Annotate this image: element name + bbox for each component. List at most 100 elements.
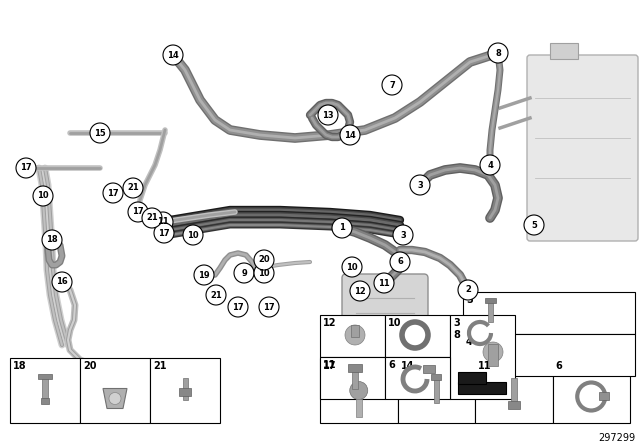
Text: 14: 14	[401, 361, 414, 371]
Text: 10: 10	[258, 268, 270, 277]
Bar	[431, 375, 441, 380]
Text: 10: 10	[187, 231, 199, 240]
Text: 20: 20	[83, 361, 97, 371]
Text: 17: 17	[107, 189, 119, 198]
Circle shape	[206, 285, 226, 305]
Text: 13: 13	[322, 111, 334, 120]
Text: 11: 11	[157, 217, 169, 227]
Circle shape	[33, 186, 53, 206]
FancyBboxPatch shape	[527, 55, 638, 241]
Bar	[351, 325, 359, 337]
Text: 10: 10	[388, 318, 401, 328]
Circle shape	[254, 263, 274, 283]
Bar	[508, 401, 520, 409]
Circle shape	[480, 155, 500, 175]
Bar	[385, 357, 450, 399]
Circle shape	[52, 272, 72, 292]
Bar	[179, 388, 191, 396]
Circle shape	[142, 208, 162, 228]
Text: 10: 10	[346, 263, 358, 271]
Text: 17: 17	[232, 302, 244, 311]
Text: 11: 11	[323, 360, 337, 370]
Bar	[41, 399, 49, 405]
Text: 3: 3	[400, 231, 406, 240]
Text: 15: 15	[94, 129, 106, 138]
Bar	[488, 344, 498, 366]
Circle shape	[382, 75, 402, 95]
Bar	[599, 392, 609, 401]
Text: 3
8: 3 8	[453, 318, 460, 340]
Bar	[550, 43, 578, 59]
Text: 18: 18	[13, 361, 27, 371]
Circle shape	[410, 175, 430, 195]
Circle shape	[259, 297, 279, 317]
Bar	[320, 315, 385, 357]
Circle shape	[340, 125, 360, 145]
Bar	[352, 369, 358, 389]
Circle shape	[42, 230, 62, 250]
Circle shape	[254, 250, 274, 270]
Circle shape	[524, 215, 544, 235]
Bar	[356, 400, 362, 418]
Bar	[511, 379, 516, 402]
Text: 11: 11	[378, 279, 390, 288]
Bar	[552, 358, 630, 423]
Text: 12: 12	[354, 287, 366, 296]
Text: 10: 10	[37, 191, 49, 201]
Circle shape	[332, 218, 352, 238]
Circle shape	[194, 265, 214, 285]
Circle shape	[16, 158, 36, 178]
Circle shape	[483, 342, 503, 362]
Text: 14: 14	[344, 130, 356, 139]
Text: 18: 18	[46, 236, 58, 245]
Circle shape	[103, 183, 123, 203]
Circle shape	[163, 45, 183, 65]
Text: 7: 7	[389, 81, 395, 90]
Text: 17: 17	[158, 228, 170, 237]
Polygon shape	[103, 388, 127, 409]
Bar	[463, 334, 635, 376]
Circle shape	[374, 273, 394, 293]
Text: 21: 21	[146, 214, 158, 223]
Text: 17: 17	[323, 361, 337, 371]
Bar	[320, 358, 397, 423]
Text: 12: 12	[323, 318, 337, 328]
Text: 5: 5	[531, 220, 537, 229]
Text: 21: 21	[210, 290, 222, 300]
Bar	[458, 382, 506, 394]
Text: 297299: 297299	[598, 433, 635, 443]
FancyBboxPatch shape	[342, 274, 428, 347]
Bar	[385, 315, 450, 357]
Bar	[80, 358, 150, 423]
Text: 4: 4	[466, 337, 473, 347]
Text: 2: 2	[465, 285, 471, 294]
Text: 1: 1	[339, 224, 345, 233]
Text: 8: 8	[495, 48, 501, 57]
Text: 6: 6	[397, 258, 403, 267]
Bar	[38, 375, 52, 379]
Bar	[10, 358, 80, 423]
Circle shape	[488, 43, 508, 63]
Circle shape	[123, 178, 143, 198]
Circle shape	[342, 257, 362, 277]
Bar	[475, 358, 552, 423]
Text: 14: 14	[167, 51, 179, 60]
Bar	[458, 372, 486, 384]
Text: 20: 20	[258, 255, 270, 264]
Text: 11: 11	[478, 361, 492, 371]
Text: 17: 17	[263, 302, 275, 311]
Text: 5: 5	[466, 295, 473, 305]
Circle shape	[154, 223, 174, 243]
Bar	[485, 298, 496, 303]
Circle shape	[183, 225, 203, 245]
Bar	[463, 292, 635, 334]
Text: 17: 17	[20, 164, 32, 172]
Bar	[397, 358, 475, 423]
Text: 21: 21	[127, 184, 139, 193]
Circle shape	[349, 382, 368, 400]
Circle shape	[390, 252, 410, 272]
Circle shape	[318, 105, 338, 125]
Circle shape	[90, 123, 110, 143]
Bar	[150, 358, 220, 423]
Circle shape	[128, 202, 148, 222]
